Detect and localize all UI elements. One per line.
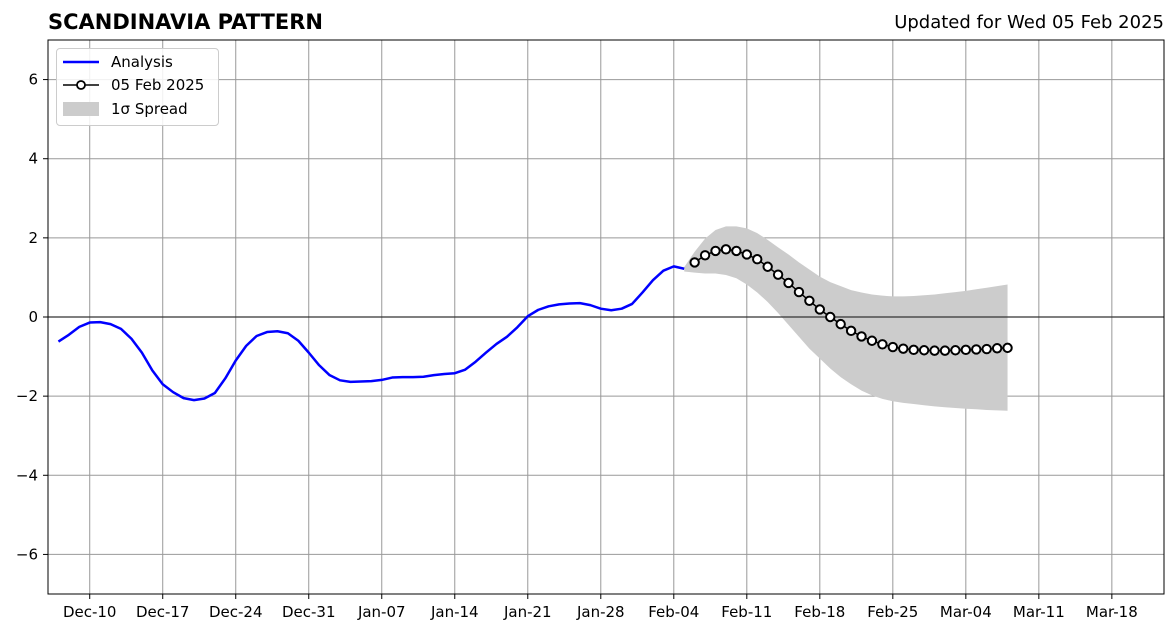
legend: Analysis 05 Feb 2025 1σ Spread (56, 48, 219, 126)
forecast-marker (898, 343, 909, 354)
y-tick-label: 0 (28, 308, 38, 326)
forecast-marker (877, 339, 888, 350)
forecast-marker (939, 345, 951, 356)
legend-item-spread: 1σ Spread (57, 98, 218, 120)
forecast-marker (918, 345, 930, 356)
forecast-marker (772, 269, 784, 280)
y-tick-label: −6 (16, 545, 38, 563)
x-tick-label: Dec-31 (282, 603, 336, 621)
forecast-marker (835, 318, 846, 330)
y-tick-label: 6 (28, 71, 38, 89)
x-tick-label: Feb-04 (648, 603, 699, 621)
forecast-marker (825, 311, 836, 323)
tick-layer: Dec-10 Dec-17 Dec-24 Dec-31 Jan-07 Jan-14 Jan-… (16, 71, 1138, 621)
x-tick-label: Mar-11 (1013, 603, 1065, 621)
forecast-marker (866, 335, 878, 346)
forecast-marker (752, 254, 763, 265)
chart-updated-label: Updated for Wed 05 Feb 2025 (894, 12, 1164, 33)
forecast-marker (783, 277, 794, 289)
x-tick-label: Jan-14 (430, 603, 479, 621)
spread-band (684, 226, 1008, 411)
x-tick-label: Feb-18 (794, 603, 845, 621)
legend-label-analysis: Analysis (111, 53, 173, 71)
marker-layer (689, 244, 1013, 356)
forecast-marker (856, 331, 867, 342)
analysis-line (57, 265, 685, 402)
x-tick-label: Jan-21 (503, 603, 552, 621)
forecast-marker (971, 344, 982, 355)
forecast-marker (845, 325, 857, 337)
forecast-marker (689, 257, 700, 268)
x-tick-label: Feb-11 (721, 603, 772, 621)
x-tick-label: Jan-28 (576, 603, 625, 621)
x-tick-label: Dec-10 (63, 603, 117, 621)
y-tick-label: 2 (28, 229, 38, 247)
legend-item-forecast: 05 Feb 2025 (57, 74, 218, 96)
y-tick-label: −4 (16, 466, 38, 484)
x-tick-label: Dec-17 (136, 603, 190, 621)
forecast-marker (908, 344, 919, 356)
forecast-marker (814, 304, 826, 315)
forecast-marker (741, 249, 753, 260)
spread-band-layer (684, 226, 1008, 411)
legend-swatch-spread (63, 102, 99, 116)
forecast-marker (720, 244, 732, 255)
legend-label-forecast: 05 Feb 2025 (111, 76, 205, 94)
y-tick-label: 4 (28, 150, 38, 168)
forecast-marker (950, 345, 961, 356)
x-tick-label: Mar-04 (940, 603, 992, 621)
forecast-marker (762, 261, 773, 272)
forecast-marker (699, 250, 711, 261)
x-tick-label: Dec-24 (209, 603, 263, 621)
chart-title: SCANDINAVIA PATTERN (48, 10, 323, 34)
x-tick-label: Feb-25 (867, 603, 918, 621)
forecast-marker (731, 245, 742, 257)
forecast-marker (981, 343, 992, 355)
forecast-marker (887, 341, 899, 353)
forecast-marker (1002, 342, 1013, 354)
legend-swatch-forecast (63, 80, 99, 90)
forecast-marker (793, 286, 805, 298)
forecast-marker (929, 345, 940, 356)
forecast-marker (804, 295, 815, 306)
legend-swatch-analysis (63, 60, 99, 64)
forecast-marker (991, 343, 1003, 354)
forecast-marker (710, 245, 721, 257)
x-tick-label: Jan-07 (357, 603, 406, 621)
legend-item-analysis: Analysis (57, 51, 218, 73)
forecast-marker (960, 344, 972, 356)
legend-label-spread: 1σ Spread (111, 100, 188, 118)
y-tick-label: −2 (16, 387, 38, 405)
x-tick-label: Mar-18 (1086, 603, 1138, 621)
